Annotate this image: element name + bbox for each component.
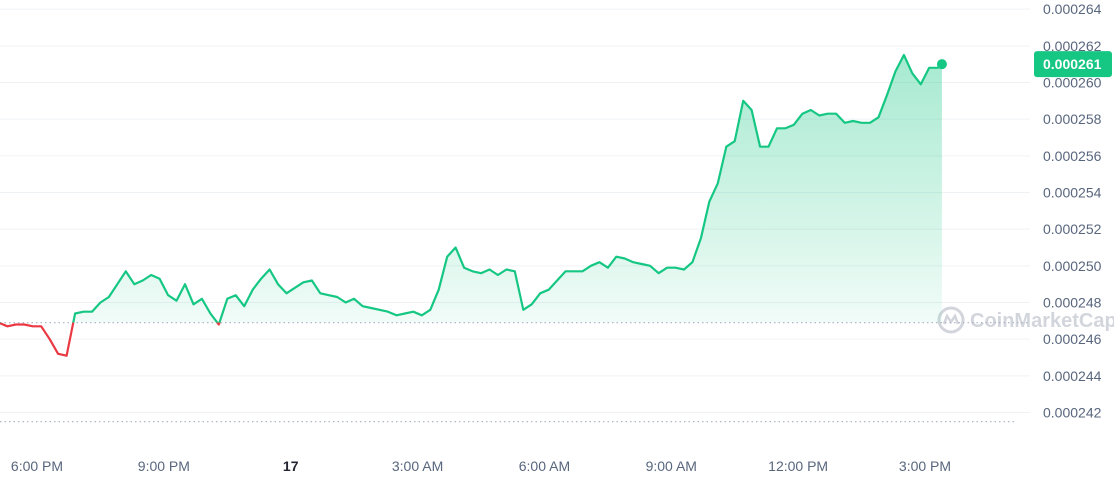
x-tick-label: 3:00 AM [392,458,443,474]
current-price-text: 0.000261 [1043,56,1102,72]
y-tick-label: 0.000244 [1043,368,1102,384]
price-line-up [0,53,943,323]
x-tick-label: 6:00 PM [11,458,63,474]
x-tick-label: 9:00 PM [138,458,190,474]
y-axis: 0.000242 0.000244 0.000246 0.000248 0.000250… [1043,1,1102,420]
x-tick-label: 17 [283,458,299,474]
current-price-dot [936,59,947,70]
x-tick-label: 3:00 PM [899,458,951,474]
current-price-label: 0.000261 [1034,51,1112,78]
y-tick-label: 0.000252 [1043,221,1102,237]
y-tick-label: 0.000254 [1043,185,1102,201]
x-tick-label: 9:00 AM [646,458,697,474]
y-tick-label: 0.000248 [1043,295,1102,311]
x-tick-label: 6:00 AM [519,458,570,474]
grid-lines [0,8,1030,413]
y-tick-label: 0.000258 [1043,111,1102,127]
y-tick-label: 0.000246 [1043,331,1102,347]
coinmarketcap-watermark: CoinMarketCap [937,306,1114,334]
y-tick-label: 0.000250 [1043,258,1102,274]
y-tick-label: 0.000242 [1043,405,1102,421]
current-price-label-bg [1034,51,1112,78]
y-tick-label: 0.000260 [1043,75,1102,91]
x-tick-label: 12:00 PM [768,458,828,474]
x-axis: 6:00 PM 9:00 PM 17 3:00 AM 6:00 AM 9:00 AM 12:… [11,458,951,474]
watermark-text: CoinMarketCap [970,310,1114,332]
coinmarketcap-logo-mark [942,313,960,325]
y-tick-label: 0.000262 [1043,38,1102,54]
y-tick-label: 0.000264 [1043,1,1102,17]
y-tick-label: 0.000256 [1043,148,1102,164]
price-area-fill [73,55,942,323]
